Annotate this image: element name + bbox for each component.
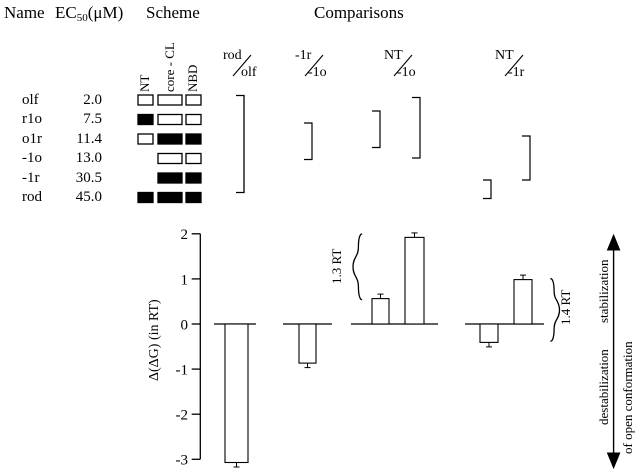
svg-text:1: 1 (181, 273, 189, 289)
svg-text:-1: -1 (176, 363, 189, 379)
svg-text:-3: -3 (176, 453, 189, 469)
svg-text:2: 2 (181, 227, 189, 243)
svg-text:0: 0 (181, 318, 189, 334)
svg-text:-2: -2 (176, 408, 189, 424)
